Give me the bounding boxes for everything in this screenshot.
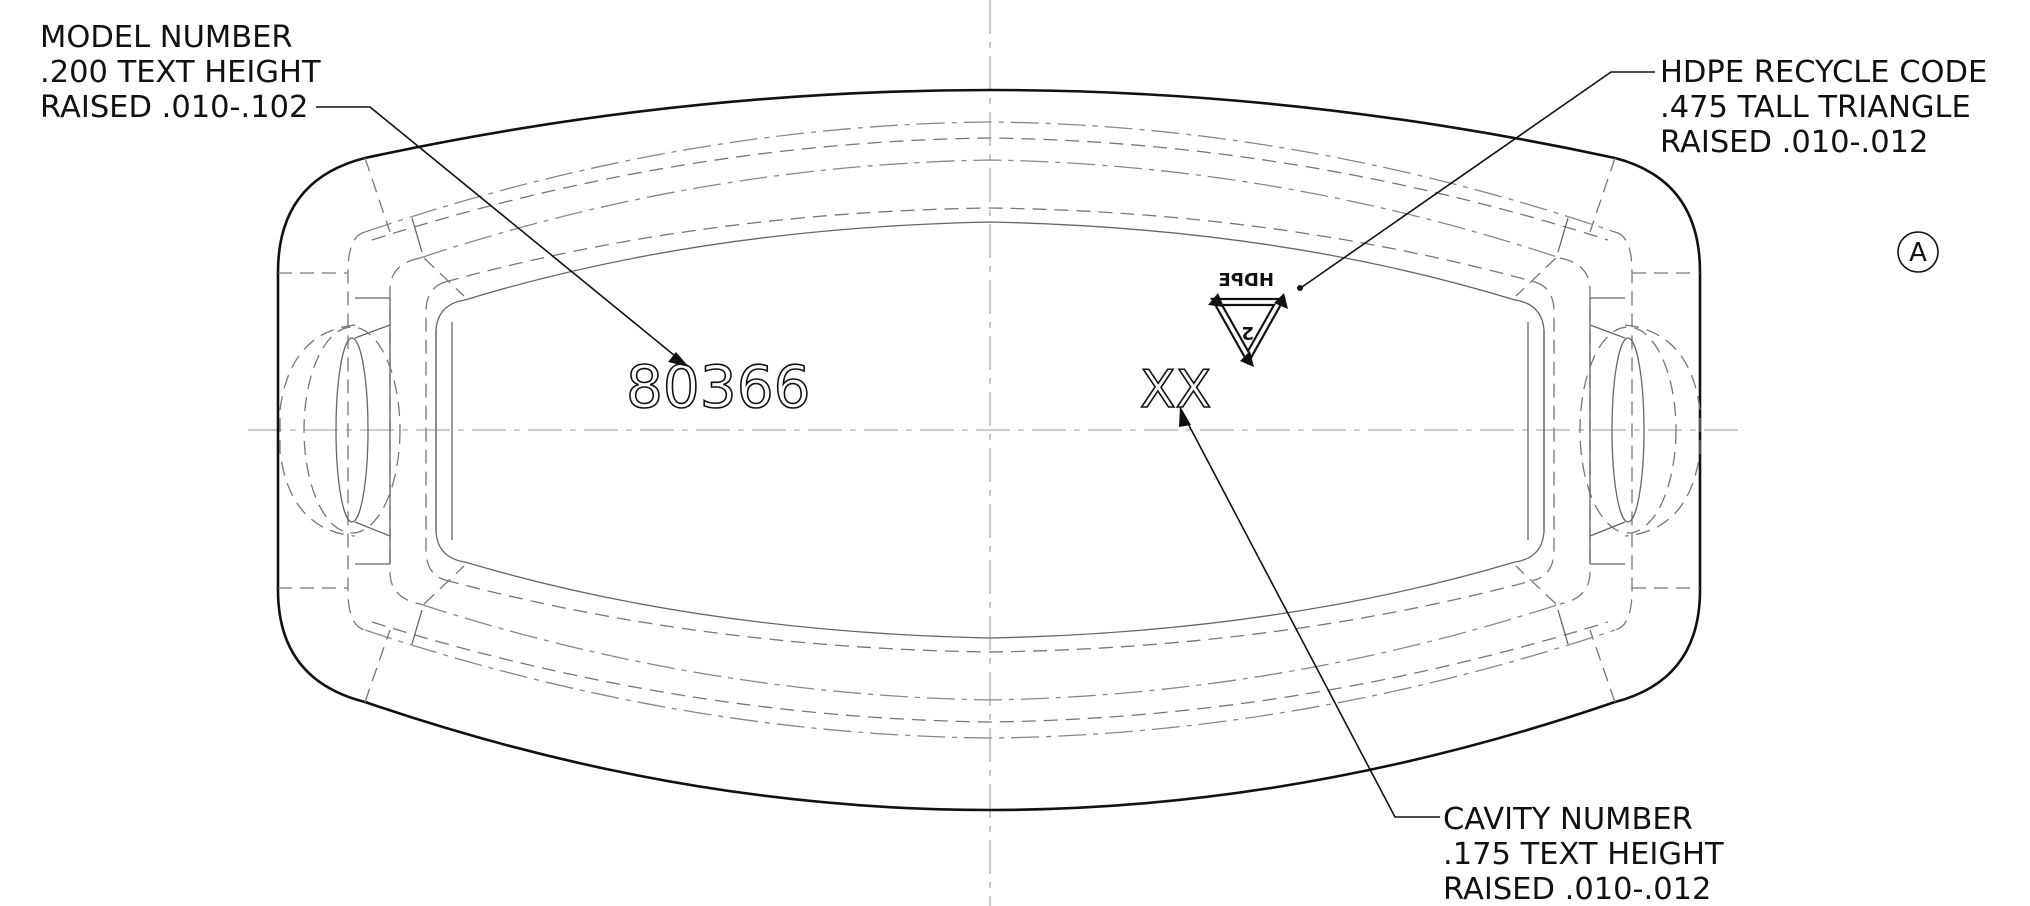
recycle-number: 2	[1241, 322, 1254, 343]
rim-bottom-inner-line	[419, 603, 1561, 701]
right-handle-bottom-line-2	[1589, 521, 1626, 537]
view-label-text: A	[1909, 238, 1927, 268]
view-label: A	[1897, 231, 1939, 273]
cavity-number-text: XX	[1140, 360, 1211, 420]
right-handle	[1579, 297, 1701, 565]
right-handle-dashed-ellipse	[1579, 326, 1677, 534]
recycle-note-line-3: RAISED .010-.012	[1660, 125, 1928, 160]
right-handle-top-line-2	[1589, 324, 1626, 339]
recycle-note-line-2: .475 TALL TRIANGLE	[1660, 90, 1971, 125]
left-handle-dashed-ellipse	[303, 326, 401, 534]
left-floor-dashed-edge	[425, 281, 446, 581]
cavity-number-leader	[1179, 406, 1440, 818]
left-handle-slot	[335, 337, 369, 523]
left-handle-top-line-2	[354, 324, 391, 339]
corner-line-tr-3	[1515, 257, 1557, 297]
recycle-note-line-1: HDPE RECYCLE CODE	[1660, 55, 1987, 90]
recycle-code-note: HDPE RECYCLE CODE .475 TALL TRIANGLE RAI…	[1660, 55, 1987, 160]
inner-contours	[278, 121, 1700, 739]
model-leader-arrowhead	[668, 352, 689, 367]
left-wall-inner-dashed	[389, 257, 421, 605]
rim-top-inner-dashed-line	[444, 207, 1536, 283]
right-wall-inner-dashed	[1559, 257, 1591, 605]
corner-line-br-1	[1589, 629, 1616, 703]
left-floor-edge	[435, 299, 466, 563]
model-number-text: 80366	[626, 353, 811, 421]
rim-top-dashed-line	[371, 137, 1609, 241]
left-handle-outer-dashed	[279, 324, 356, 537]
cavity-note-line-3: RAISED .010-.012	[1443, 872, 1711, 906]
right-floor-dashed-edge	[1534, 281, 1555, 581]
recycle-leader-dot	[1297, 285, 1303, 291]
rim-bottom-dashed-line	[371, 621, 1609, 723]
part-outer-outline	[276, 88, 1702, 812]
corner-line-tl-1	[364, 157, 391, 233]
cavity-leader-arrowhead	[1179, 406, 1191, 427]
model-number-note: MODEL NUMBER .200 TEXT HEIGHT RAISED .01…	[40, 20, 321, 125]
corner-line-bl-1	[364, 629, 391, 703]
model-number-leader	[316, 106, 689, 367]
corner-line-br-3	[1515, 565, 1557, 605]
left-handle-bottom-line-2	[354, 521, 391, 537]
cavity-note-line-1: CAVITY NUMBER	[1443, 802, 1693, 837]
corner-line-tl-2	[411, 217, 423, 253]
right-floor-edge	[1514, 299, 1545, 563]
corner-line-tl-3	[423, 257, 465, 297]
floor-top-line	[464, 221, 1516, 301]
recycle-triangle-icon	[1208, 293, 1288, 367]
corner-line-bl-2	[411, 609, 423, 645]
cavity-number-note: CAVITY NUMBER .175 TEXT HEIGHT RAISED .0…	[1443, 802, 1724, 906]
rim-bottom-outer-line	[364, 629, 1616, 739]
corner-line-tr-2	[1557, 217, 1569, 253]
cavity-note-line-2: .175 TEXT HEIGHT	[1443, 837, 1724, 872]
corner-line-tr-1	[1589, 157, 1616, 233]
center-lines	[248, 0, 1738, 906]
rim-top-outer-line	[364, 121, 1616, 233]
floor-bottom-line	[464, 561, 1516, 639]
left-handle	[279, 297, 401, 565]
model-note-line-2: .200 TEXT HEIGHT	[40, 55, 321, 90]
corner-line-bl-3	[423, 565, 465, 605]
hdpe-label: HDPE	[1219, 270, 1275, 291]
hdpe-recycle-symbol: HDPE 2	[1208, 270, 1288, 367]
rim-top-inner-line	[419, 159, 1561, 259]
rim-bottom-inner-dashed-line	[444, 579, 1536, 653]
right-handle-slot	[1611, 337, 1645, 523]
recycle-code-leader	[1297, 71, 1655, 291]
corner-line-br-2	[1557, 609, 1569, 645]
model-note-line-3: RAISED .010-.102	[40, 90, 308, 125]
right-handle-outer-dashed	[1624, 324, 1701, 537]
view-label-circle	[1897, 231, 1939, 273]
left-wall-dashed-outline	[347, 231, 366, 631]
model-note-line-1: MODEL NUMBER	[40, 20, 293, 55]
right-wall-dashed-outline	[1614, 231, 1633, 631]
